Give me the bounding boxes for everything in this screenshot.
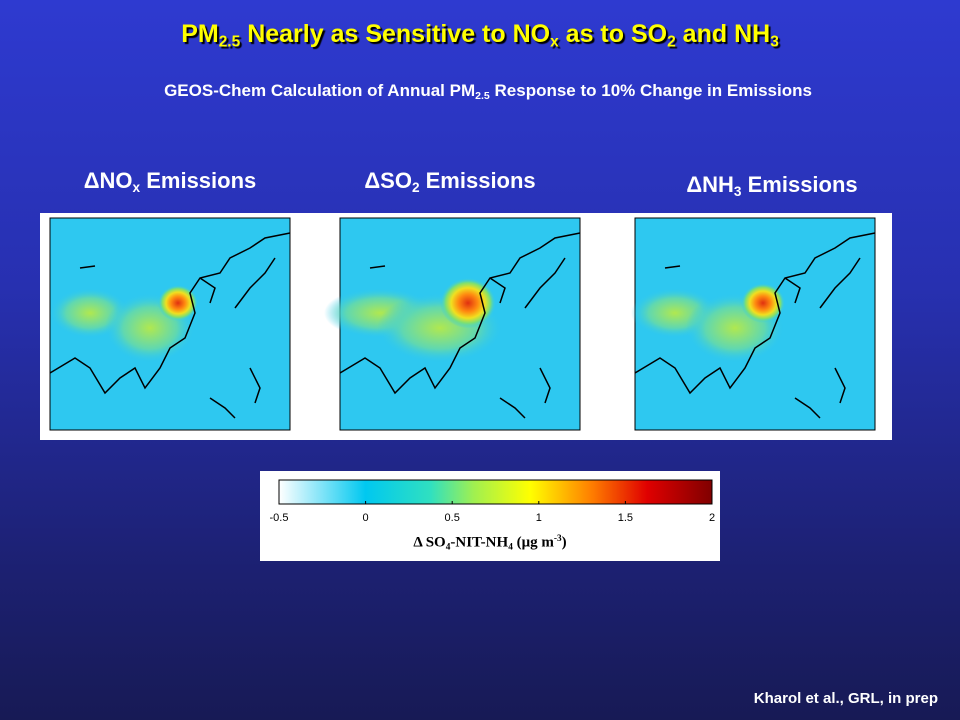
supscript: -3 <box>553 534 562 544</box>
coastline <box>634 232 876 419</box>
map <box>49 217 291 431</box>
colorbar-tick-label: -0.5 <box>270 512 289 524</box>
credit: Kharol et al., GRL, in prep <box>753 690 938 707</box>
subscript: 2 <box>411 180 420 196</box>
colorbar-tick-label: 2 <box>709 512 715 524</box>
text-run: as to SO <box>558 20 668 48</box>
text-run: PM <box>181 20 219 48</box>
slide-title: PM2.5 Nearly as Sensitive to NOx as to S… <box>0 20 960 52</box>
subscript: 3 <box>733 184 742 200</box>
text-run: and NH <box>675 20 771 48</box>
map <box>631 217 876 431</box>
subscript: 4 <box>445 542 451 553</box>
colorbar-gradient <box>278 479 713 505</box>
coastline <box>49 232 291 419</box>
map <box>324 217 581 431</box>
subscript: 2.5 <box>475 90 490 103</box>
text-run: ΔNH <box>686 172 734 197</box>
text-run: Response to 10% Change in Emissions <box>489 81 812 100</box>
subscript: 2.5 <box>218 33 241 51</box>
colorbar: -0.5 0 0.5 1 1.5 2 Δ SO4-NIT-NH4 (μg m-3) <box>260 471 720 561</box>
map-hotspot <box>741 283 785 323</box>
map-hotspot <box>158 285 198 321</box>
text-run: Nearly as Sensitive to NO <box>240 20 551 48</box>
colorbar-scale: -0.5 0 0.5 1 1.5 2 <box>270 479 715 524</box>
panel-label: ΔNOx Emissions <box>40 168 300 195</box>
subscript: 3 <box>770 33 779 51</box>
panel-label: ΔSO2 Emissions <box>320 168 580 195</box>
colorbar-tick-label: 1.5 <box>618 512 633 524</box>
colorbar-tick-label: 0.5 <box>445 512 460 524</box>
text-run: Emissions <box>741 172 858 197</box>
text-run: (μg m <box>512 534 554 551</box>
text-run: ) <box>561 534 567 551</box>
map-panels <box>40 213 892 440</box>
text-run: ΔNO <box>83 168 133 193</box>
map-hotspot <box>440 277 496 329</box>
subscript: x <box>132 180 141 196</box>
colorbar-tick-label: 0 <box>363 512 369 524</box>
text-run: Δ SO <box>413 534 446 551</box>
text-run: GEOS-Chem Calculation of Annual PM <box>164 81 476 100</box>
text-run: Emissions <box>140 168 257 193</box>
subscript: 4 <box>508 542 513 553</box>
text-run: ΔSO <box>364 168 412 193</box>
coastline <box>339 232 581 419</box>
panel-label: ΔNH3 Emissions <box>642 172 902 199</box>
subscript: 2 <box>667 33 676 51</box>
colorbar-tick-label: 1 <box>536 512 542 524</box>
subtitle: GEOS-Chem Calculation of Annual PM2.5 Re… <box>0 81 960 102</box>
subscript: x <box>550 33 559 51</box>
text-run: Emissions <box>419 168 536 193</box>
colorbar-label: Δ SO4-NIT-NH4 (μg m-3) <box>260 534 720 552</box>
text-run: -NIT-NH <box>450 534 509 551</box>
